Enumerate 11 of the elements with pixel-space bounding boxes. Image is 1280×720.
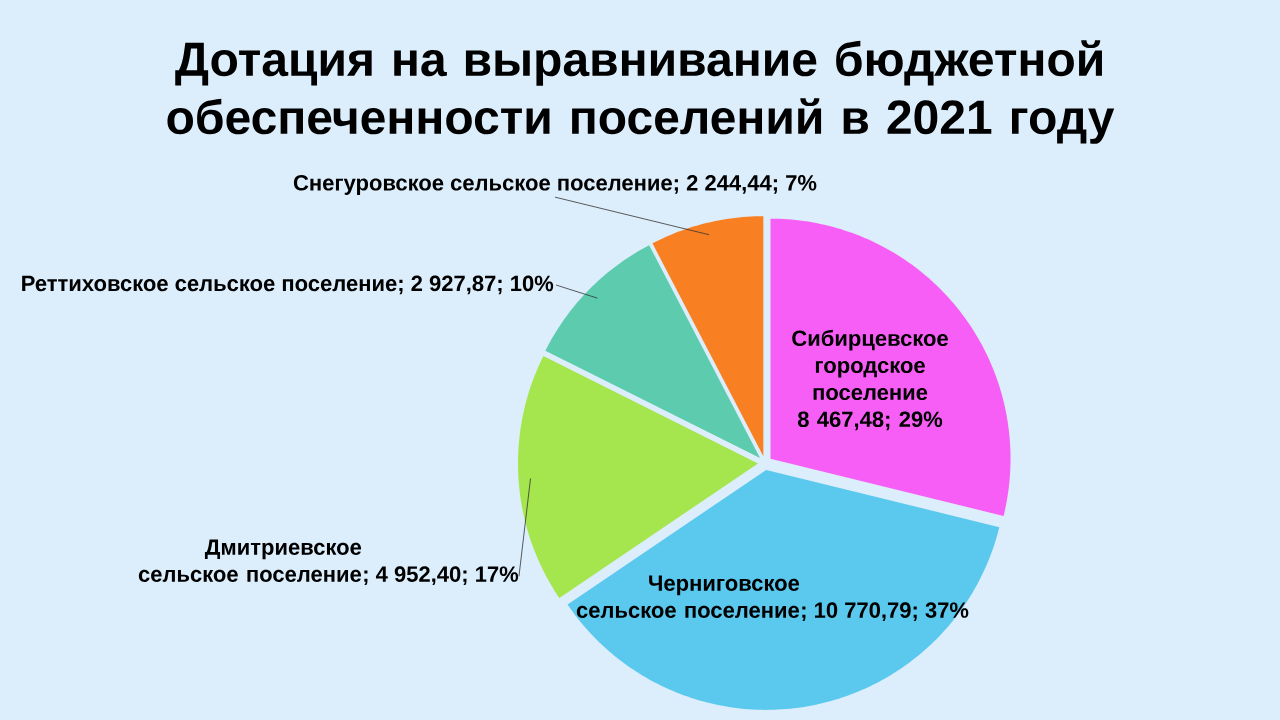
chart-title: Дотация на выравнивание бюджетной обеспеченности поселений в 2021 году xyxy=(167,40,1115,144)
data-label: ; 10 770,79; 37% xyxy=(802,602,969,622)
data-label: ; 2 927,87; 10% xyxy=(399,275,554,295)
slice-label: Реттиховское сельское поселение xyxy=(22,275,397,292)
data-label: 8 467,48; 29% xyxy=(797,411,943,431)
slice-label: Сибирцевское городское поселение xyxy=(792,329,948,401)
data-label: ; 2 244,44; 7% xyxy=(674,175,817,194)
slice-label: Дмитриевское сельское поселение xyxy=(138,539,362,582)
data-label: ; 4 952,40; 17% xyxy=(364,566,519,586)
slice-label: Снегуровское сельское поселение xyxy=(293,175,672,195)
slice-label: Черниговское сельское поселение xyxy=(576,575,800,618)
